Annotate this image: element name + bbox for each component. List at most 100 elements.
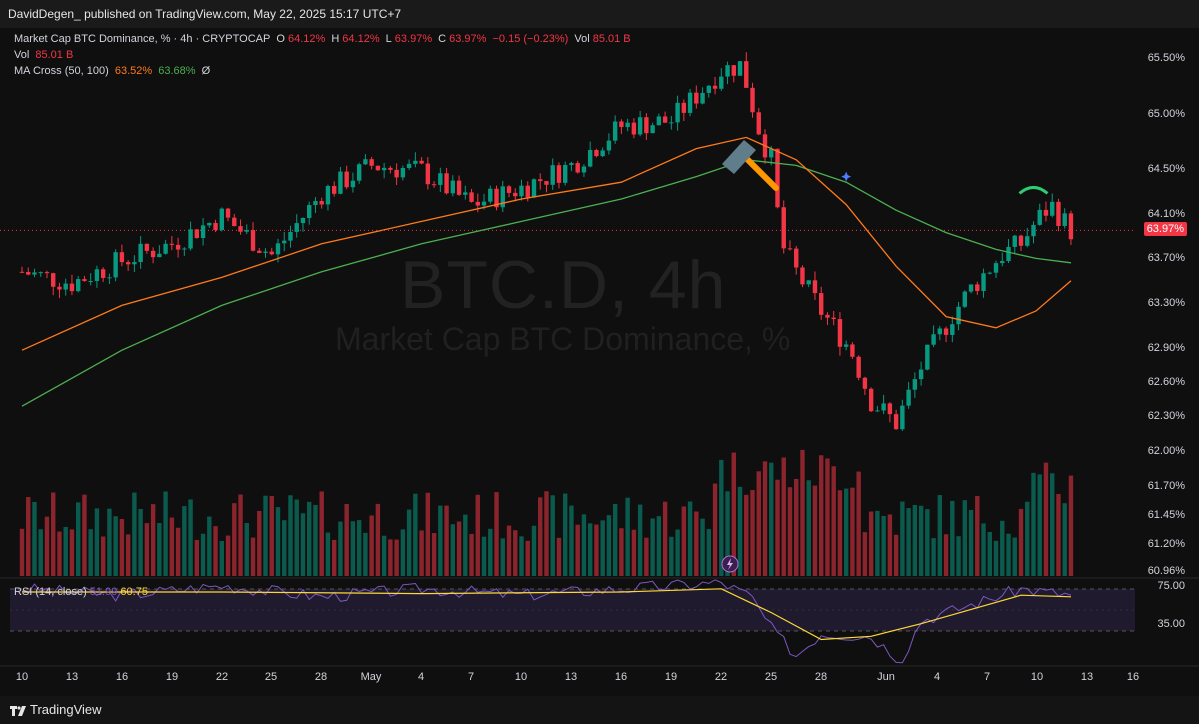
- candle-body: [394, 169, 399, 178]
- volume-bar: [344, 504, 349, 576]
- price-tick: 64.10%: [1147, 208, 1185, 220]
- rsi-label: RSI (14, close): [14, 586, 87, 598]
- candle-body: [431, 184, 437, 186]
- candle-body: [400, 167, 406, 178]
- volume-bar: [750, 490, 755, 576]
- volume-bar: [968, 509, 974, 576]
- candle-body: [550, 165, 555, 185]
- volume-bar: [993, 540, 999, 576]
- candle-body: [831, 317, 836, 320]
- rsi-tick: 35.00: [1157, 618, 1185, 630]
- candle-body: [925, 344, 930, 370]
- candle-body: [82, 279, 87, 282]
- author-name[interactable]: DavidDegen_: [8, 7, 81, 21]
- candle-body: [119, 252, 125, 263]
- candle-body: [675, 102, 680, 123]
- volume-bar: [531, 525, 537, 576]
- candle-body: [806, 280, 811, 285]
- symbol-title[interactable]: Market Cap BTC Dominance, % · 4h · CRYPT…: [14, 33, 271, 45]
- publish-header: DavidDegen_ published on TradingView.com…: [0, 0, 1199, 28]
- open-value: 64.12%: [287, 33, 326, 45]
- candle-body: [413, 160, 418, 164]
- volume-bar: [612, 504, 618, 576]
- candle-body: [781, 207, 786, 249]
- volume-bar: [893, 534, 899, 576]
- volume-bar: [425, 492, 431, 576]
- volume-bar: [132, 492, 137, 576]
- ma-cross-legend[interactable]: MA Cross (50, 100) 63.52% 63.68% Ø: [14, 65, 213, 77]
- volume-bar: [288, 495, 293, 576]
- time-tick: 22: [714, 671, 728, 683]
- candle-body: [356, 164, 362, 181]
- candle-body: [900, 405, 905, 430]
- candle-body: [244, 230, 249, 232]
- time-tick: 19: [165, 671, 179, 683]
- time-tick: 16: [1126, 671, 1140, 683]
- volume-bar: [550, 495, 555, 576]
- volume-bar: [931, 538, 936, 576]
- volume-bar: [69, 529, 75, 576]
- volume-bar: [375, 503, 381, 576]
- candle-body: [475, 201, 480, 206]
- candle-body: [463, 192, 468, 195]
- volume-bar: [238, 494, 243, 576]
- volume-bar: [506, 525, 512, 576]
- candle-body: [469, 192, 474, 202]
- low-label: L: [385, 33, 392, 45]
- volume-bar: [200, 533, 206, 576]
- candle-body: [57, 286, 62, 290]
- volume-bar: [875, 510, 880, 576]
- footer-brand[interactable]: TradingView: [30, 702, 102, 717]
- volume-bar: [400, 529, 406, 576]
- volume-bar: [275, 507, 281, 576]
- volume-bar: [469, 533, 474, 576]
- candle-body: [712, 85, 718, 89]
- chart-svg: [0, 52, 1199, 667]
- volume-bar: [925, 509, 930, 576]
- volume-legend[interactable]: Vol 85.01 B: [14, 49, 76, 61]
- chart-area[interactable]: BTC.D, 4h Market Cap BTC Dominance, % Ma…: [0, 28, 1199, 696]
- candle-body: [194, 229, 200, 238]
- volume-bar: [307, 501, 312, 576]
- volume-bar: [82, 494, 87, 576]
- price-tick: 61.20%: [1147, 538, 1185, 550]
- candle-body: [500, 186, 505, 208]
- volume-bar: [962, 500, 968, 576]
- last-price-label: 63.97%: [1143, 222, 1187, 236]
- candle-body: [681, 102, 687, 113]
- volume-bar: [556, 537, 562, 576]
- volume-bar: [113, 516, 118, 576]
- candle-body: [769, 148, 774, 158]
- candle-body: [950, 324, 955, 335]
- candle-body: [132, 262, 137, 265]
- volume-bar: [381, 535, 387, 576]
- candle-body: [1025, 236, 1030, 246]
- candle-body: [981, 273, 986, 291]
- candle-body: [38, 272, 43, 274]
- candle-body: [887, 403, 893, 415]
- candle-body: [731, 65, 736, 76]
- open-label: O: [276, 33, 285, 45]
- volume-bar: [606, 515, 612, 576]
- tradingview-logo-icon[interactable]: [10, 705, 26, 716]
- candle-body: [1068, 213, 1074, 240]
- candle-body: [725, 65, 730, 77]
- candle-body: [606, 140, 612, 151]
- volume-bar: [737, 486, 743, 576]
- volume-bar: [1068, 475, 1074, 576]
- candle-body: [150, 250, 156, 258]
- candle-body: [612, 121, 618, 141]
- candle-body: [263, 251, 268, 253]
- volume-bar: [431, 533, 437, 576]
- volume-bar: [631, 529, 637, 576]
- candle-body: [144, 243, 150, 251]
- price-tick: 65.50%: [1147, 52, 1185, 64]
- candle-body: [868, 388, 874, 412]
- rsi-tick: 75.00: [1157, 580, 1185, 592]
- volume-bar: [1056, 493, 1061, 576]
- candle-body: [513, 192, 518, 197]
- candle-body: [1006, 246, 1011, 262]
- volume-bar: [731, 452, 736, 576]
- rsi-legend[interactable]: RSI (14, close) 51.99 60.75: [14, 586, 148, 598]
- price-tick: 60.96%: [1147, 565, 1185, 577]
